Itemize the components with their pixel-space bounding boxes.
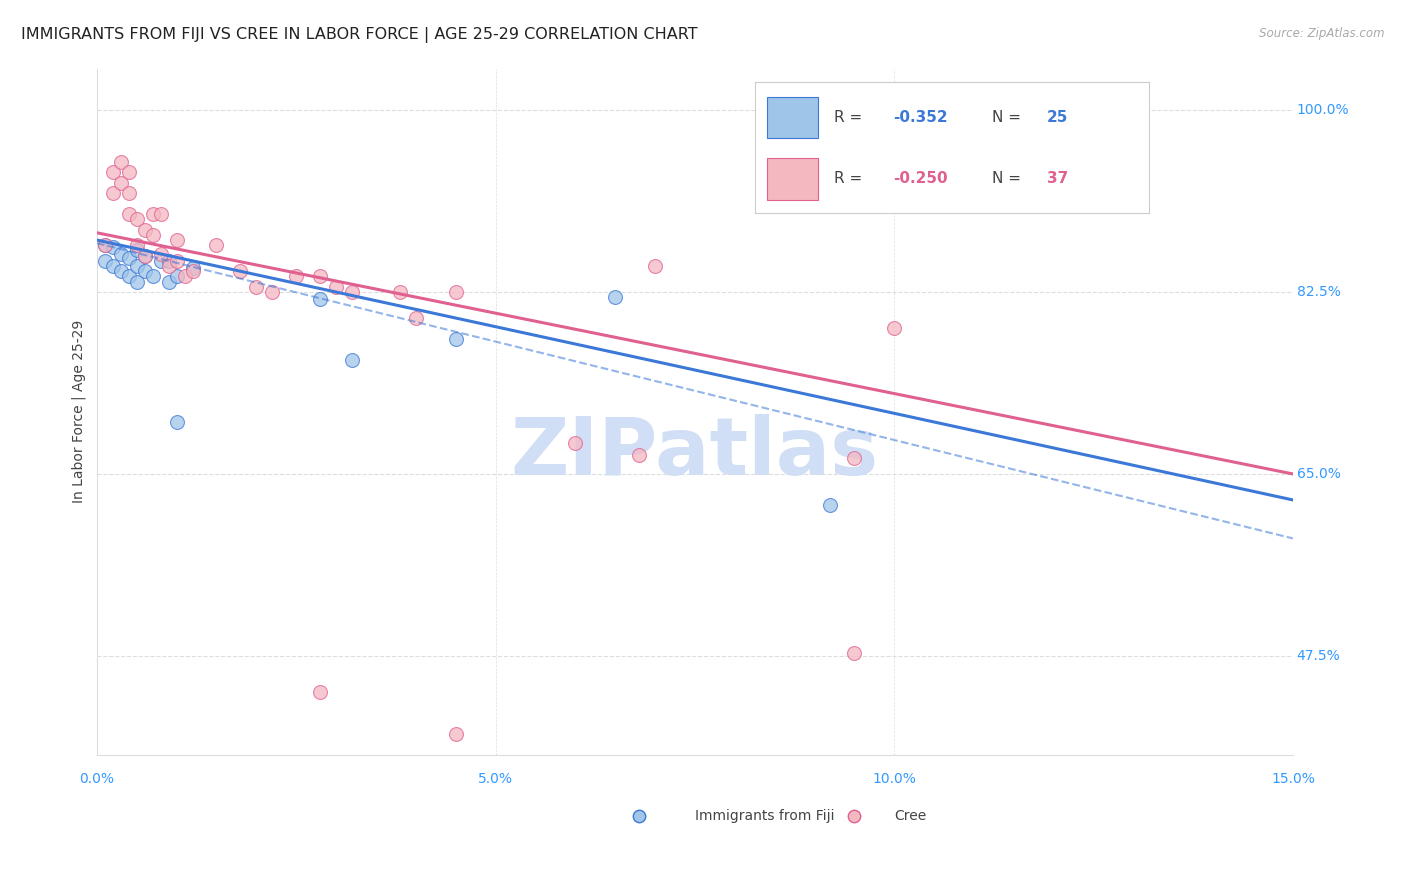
Point (340, 285, 363, 299)
Point (125, 259, 148, 273)
Point (134, 249, 156, 263)
Point (142, 269, 165, 284)
Point (134, 222, 156, 236)
Point (157, 259, 180, 273)
Point (605, 290, 627, 304)
Text: ZIPatlas: ZIPatlas (510, 414, 879, 491)
Point (285, 269, 308, 284)
Point (134, 264, 156, 278)
Point (166, 253, 188, 268)
Point (444, 727, 467, 741)
Point (94, 238, 117, 252)
Point (444, 332, 467, 346)
Point (101, 186, 124, 201)
Point (118, 251, 141, 265)
Text: IMMIGRANTS FROM FIJI VS CREE IN LABOR FORCE | AGE 25-29 CORRELATION CHART: IMMIGRANTS FROM FIJI VS CREE IN LABOR FO… (21, 27, 697, 43)
Point (157, 253, 180, 268)
Point (309, 293, 332, 307)
Point (628, 448, 651, 462)
Point (101, 240, 124, 254)
Point (883, 321, 905, 335)
Point (166, 269, 188, 284)
Text: 100.0%: 100.0% (1296, 103, 1350, 117)
Point (245, 280, 267, 294)
Point (94, 253, 117, 268)
Text: 15.0%: 15.0% (1271, 772, 1315, 786)
Point (340, 352, 363, 367)
Point (820, 498, 842, 512)
Point (844, 451, 866, 466)
Point (101, 259, 124, 273)
Point (125, 275, 148, 289)
Point (844, 809, 866, 823)
Point (844, 646, 866, 660)
Text: 47.5%: 47.5% (1296, 648, 1340, 663)
Point (166, 233, 188, 247)
Point (118, 165, 141, 179)
Point (405, 311, 427, 326)
Text: Source: ZipAtlas.com: Source: ZipAtlas.com (1260, 27, 1385, 40)
Point (173, 269, 195, 284)
Text: Immigrants from Fiji: Immigrants from Fiji (695, 809, 834, 823)
Point (110, 264, 132, 278)
Point (101, 165, 124, 179)
Point (444, 285, 467, 299)
Point (181, 264, 204, 278)
Point (125, 244, 148, 258)
Point (110, 176, 132, 190)
Point (125, 212, 148, 227)
Point (118, 207, 141, 221)
Text: 10.0%: 10.0% (872, 772, 917, 786)
Point (134, 249, 156, 263)
Point (142, 227, 165, 242)
Point (205, 238, 228, 252)
Point (142, 207, 165, 221)
Point (118, 186, 141, 201)
Point (388, 285, 411, 299)
Text: 65.0%: 65.0% (1296, 467, 1340, 481)
Text: 82.5%: 82.5% (1296, 285, 1340, 299)
Point (262, 285, 284, 299)
Point (166, 415, 188, 429)
Point (181, 261, 204, 276)
Point (229, 264, 252, 278)
Text: 5.0%: 5.0% (478, 772, 513, 786)
Point (157, 275, 180, 289)
Point (149, 207, 172, 221)
Point (309, 269, 332, 284)
Text: 0.0%: 0.0% (79, 772, 114, 786)
Point (644, 259, 666, 273)
Point (118, 269, 141, 284)
Point (564, 435, 586, 450)
Text: Cree: Cree (894, 809, 927, 823)
Point (149, 253, 172, 268)
Point (110, 155, 132, 169)
Point (110, 246, 132, 260)
Point (149, 246, 172, 260)
Point (94, 238, 117, 252)
Point (309, 685, 332, 699)
Point (325, 280, 347, 294)
Point (125, 238, 148, 252)
Y-axis label: In Labor Force | Age 25-29: In Labor Force | Age 25-29 (72, 320, 86, 503)
Point (628, 809, 651, 823)
